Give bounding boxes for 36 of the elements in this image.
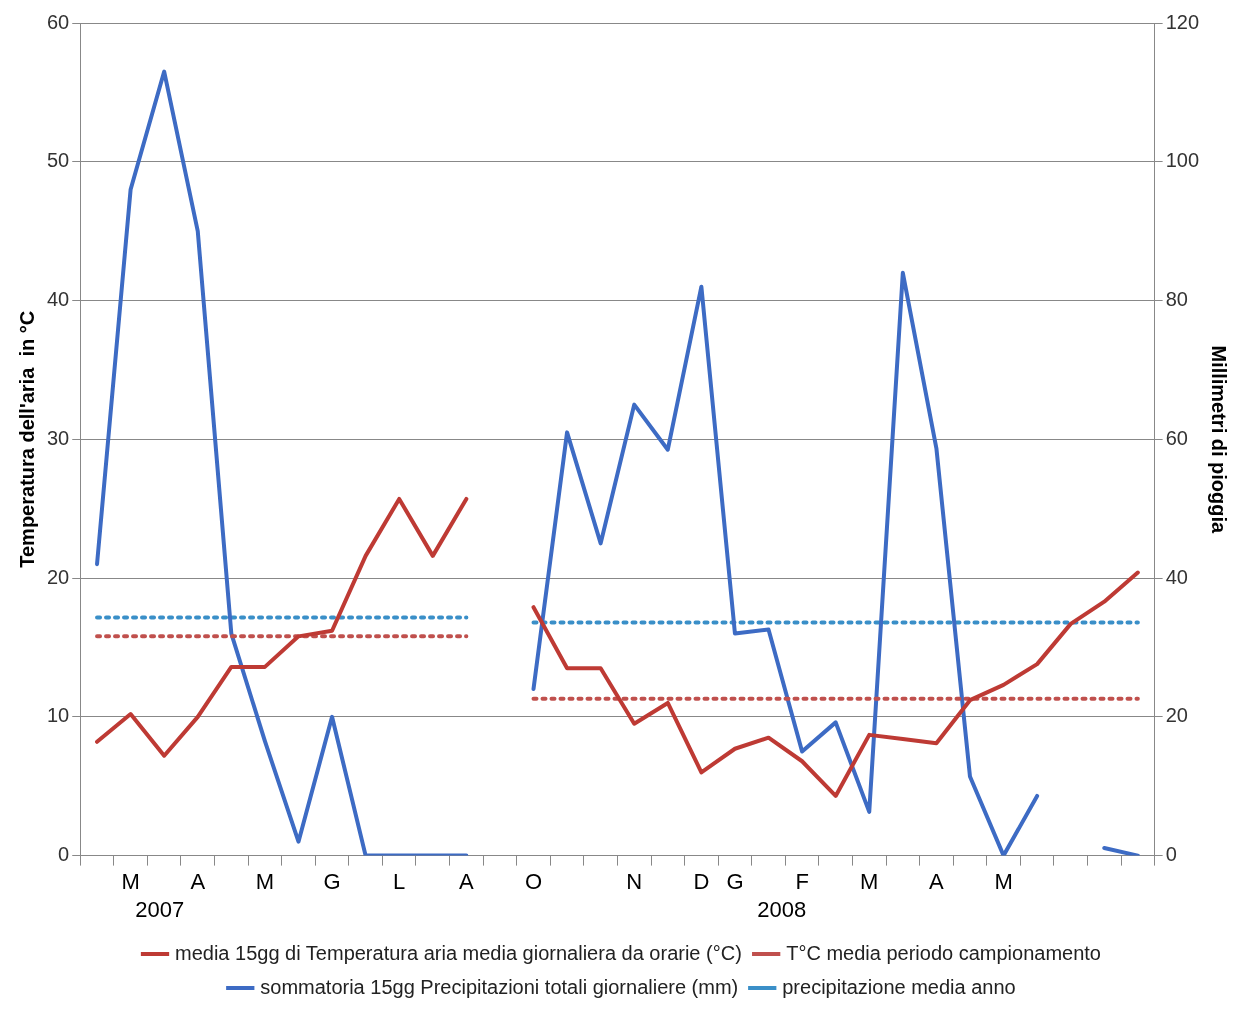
y2-axis-title: Millimetri di pioggia bbox=[1208, 345, 1231, 535]
legend-label: T°C media periodo campionamento bbox=[786, 941, 1101, 964]
y-tick-label: 30 bbox=[47, 426, 70, 449]
x-tick-label: M bbox=[994, 868, 1013, 894]
x-tick-label: M bbox=[121, 868, 140, 894]
y2-tick-label: 40 bbox=[1165, 565, 1188, 588]
x-tick-label: G bbox=[323, 868, 341, 894]
x-tick-label: D bbox=[693, 868, 710, 894]
y2-tick-label: 80 bbox=[1165, 288, 1188, 311]
legend-label: media 15gg di Temperatura aria media giornaliera da orarie (°C) bbox=[175, 941, 742, 964]
x-tick-label: M bbox=[255, 868, 275, 894]
y-tick-label: 20 bbox=[47, 565, 70, 588]
y2-tick-label: 120 bbox=[1165, 10, 1200, 33]
x-tick-label: M bbox=[860, 868, 879, 894]
y2-tick-label: 0 bbox=[1165, 843, 1177, 866]
y2-tick-label: 100 bbox=[1165, 149, 1200, 172]
x-tick-label: A bbox=[190, 868, 206, 894]
x-tick-label: A bbox=[929, 868, 945, 894]
x-tick-label: G bbox=[726, 868, 744, 894]
x-tick-label: N bbox=[626, 868, 643, 894]
y-tick-label: 10 bbox=[47, 704, 70, 727]
legend-label: precipitazione media anno bbox=[782, 975, 1016, 998]
y-tick-label: 0 bbox=[58, 843, 70, 866]
text: 2008 bbox=[757, 896, 807, 922]
x-tick-label: O bbox=[524, 868, 543, 894]
x-tick-label: L bbox=[393, 868, 406, 894]
x-tick-label: A bbox=[459, 868, 475, 894]
y2-tick-label: 20 bbox=[1165, 704, 1188, 727]
x-tick-label: F bbox=[795, 868, 809, 894]
text: 2007 bbox=[135, 896, 185, 922]
legend-label: sommatoria 15gg Precipitazioni totali giornaliere (mm) bbox=[260, 975, 739, 998]
y-tick-label: 40 bbox=[47, 288, 70, 311]
y-tick-label: 60 bbox=[47, 10, 70, 33]
y-tick-label: 50 bbox=[47, 149, 70, 172]
y-axis-title: Temperatura dell'aria in °C bbox=[15, 310, 38, 568]
y2-tick-label: 60 bbox=[1165, 426, 1188, 449]
